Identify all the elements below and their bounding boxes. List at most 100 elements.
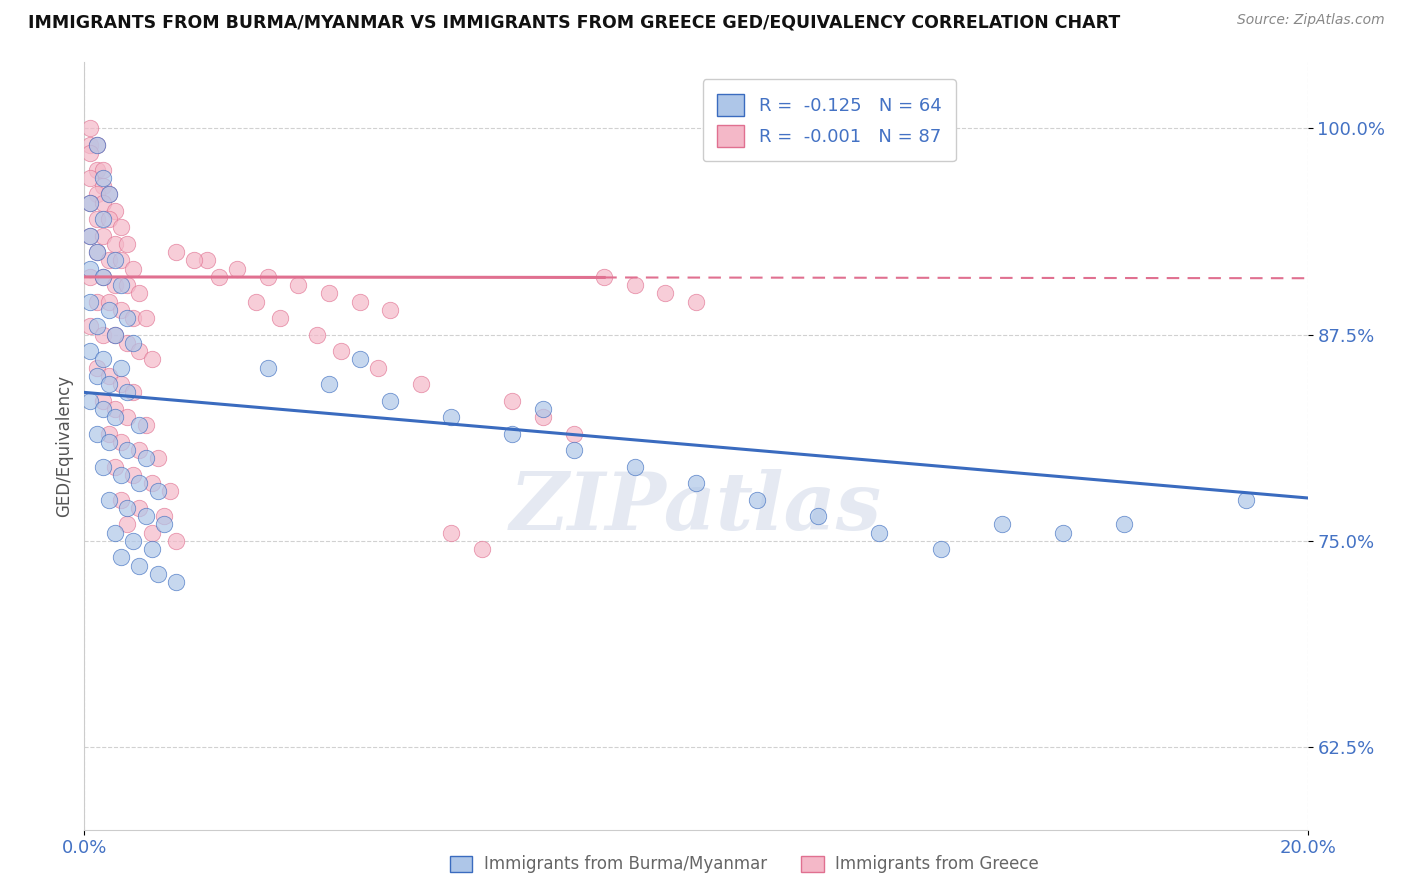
Point bbox=[110, 492, 132, 507]
Point bbox=[97, 212, 120, 227]
Point bbox=[79, 195, 101, 210]
Point bbox=[869, 525, 891, 540]
Point bbox=[86, 360, 108, 375]
Point bbox=[245, 294, 267, 309]
Text: ZIPatlas: ZIPatlas bbox=[510, 468, 882, 546]
Point bbox=[115, 500, 138, 515]
Point bbox=[165, 575, 187, 590]
Point bbox=[685, 476, 707, 491]
Point bbox=[380, 302, 402, 317]
Point bbox=[91, 228, 114, 243]
Point bbox=[86, 245, 108, 260]
Point bbox=[128, 500, 150, 515]
Point bbox=[86, 426, 108, 441]
Point bbox=[929, 542, 952, 557]
Point bbox=[135, 509, 157, 524]
Point bbox=[122, 311, 145, 326]
Point bbox=[104, 327, 127, 342]
Point bbox=[115, 335, 138, 350]
Point bbox=[97, 368, 120, 383]
Point bbox=[349, 352, 371, 367]
Point bbox=[79, 393, 101, 408]
Point bbox=[122, 261, 145, 276]
Point bbox=[269, 311, 291, 326]
Point bbox=[115, 517, 138, 532]
Point bbox=[104, 253, 127, 268]
Point bbox=[91, 170, 114, 185]
Point bbox=[349, 294, 371, 309]
Point bbox=[128, 558, 150, 573]
Point bbox=[226, 261, 249, 276]
Point bbox=[86, 137, 108, 152]
Point bbox=[146, 566, 169, 581]
Point bbox=[86, 245, 108, 260]
Point bbox=[104, 525, 127, 540]
Point bbox=[91, 269, 114, 284]
Point bbox=[86, 212, 108, 227]
Point bbox=[135, 311, 157, 326]
Point bbox=[104, 203, 127, 218]
Text: IMMIGRANTS FROM BURMA/MYANMAR VS IMMIGRANTS FROM GREECE GED/EQUIVALENCY CORRELAT: IMMIGRANTS FROM BURMA/MYANMAR VS IMMIGRA… bbox=[28, 13, 1121, 31]
Point bbox=[122, 385, 145, 400]
Point bbox=[165, 245, 187, 260]
Point bbox=[104, 410, 127, 425]
Point bbox=[471, 542, 494, 557]
Point bbox=[330, 344, 353, 359]
Text: Immigrants from Burma/Myanmar: Immigrants from Burma/Myanmar bbox=[484, 855, 766, 873]
Point bbox=[97, 187, 120, 202]
Point bbox=[110, 467, 132, 482]
Point bbox=[195, 253, 218, 268]
Point bbox=[685, 294, 707, 309]
Point bbox=[153, 509, 176, 524]
Point bbox=[128, 418, 150, 433]
Point bbox=[104, 401, 127, 416]
Point bbox=[128, 344, 150, 359]
Point bbox=[135, 451, 157, 466]
Point bbox=[183, 253, 205, 268]
Point bbox=[110, 302, 132, 317]
Point bbox=[1236, 492, 1258, 507]
Point bbox=[593, 269, 616, 284]
Point bbox=[110, 220, 132, 235]
Point bbox=[91, 327, 114, 342]
Point bbox=[318, 377, 340, 392]
Point bbox=[97, 377, 120, 392]
Point bbox=[562, 443, 585, 458]
Point bbox=[141, 476, 163, 491]
Point bbox=[91, 212, 114, 227]
Point bbox=[257, 360, 280, 375]
Point bbox=[146, 484, 169, 499]
Point bbox=[104, 236, 127, 251]
Point bbox=[110, 377, 132, 392]
Point bbox=[97, 434, 120, 449]
Point bbox=[502, 393, 524, 408]
Point bbox=[110, 278, 132, 293]
Point bbox=[110, 434, 132, 449]
Point bbox=[747, 492, 769, 507]
Point bbox=[86, 187, 108, 202]
Point bbox=[110, 550, 132, 565]
Point bbox=[91, 195, 114, 210]
Point bbox=[86, 137, 108, 152]
Point bbox=[97, 187, 120, 202]
Point bbox=[91, 401, 114, 416]
Point bbox=[91, 162, 114, 177]
Point bbox=[128, 443, 150, 458]
Point bbox=[79, 228, 101, 243]
Point bbox=[141, 352, 163, 367]
Point bbox=[165, 533, 187, 548]
Point bbox=[86, 368, 108, 383]
Point bbox=[367, 360, 389, 375]
Point bbox=[146, 451, 169, 466]
Point bbox=[79, 170, 101, 185]
Point bbox=[562, 426, 585, 441]
Point bbox=[91, 393, 114, 408]
Point bbox=[115, 410, 138, 425]
Point bbox=[97, 492, 120, 507]
Point bbox=[115, 236, 138, 251]
Text: Immigrants from Greece: Immigrants from Greece bbox=[835, 855, 1039, 873]
Point bbox=[79, 319, 101, 334]
Point bbox=[79, 294, 101, 309]
Point bbox=[79, 228, 101, 243]
Legend: R =  -0.125   N = 64, R =  -0.001   N = 87: R = -0.125 N = 64, R = -0.001 N = 87 bbox=[703, 79, 956, 161]
